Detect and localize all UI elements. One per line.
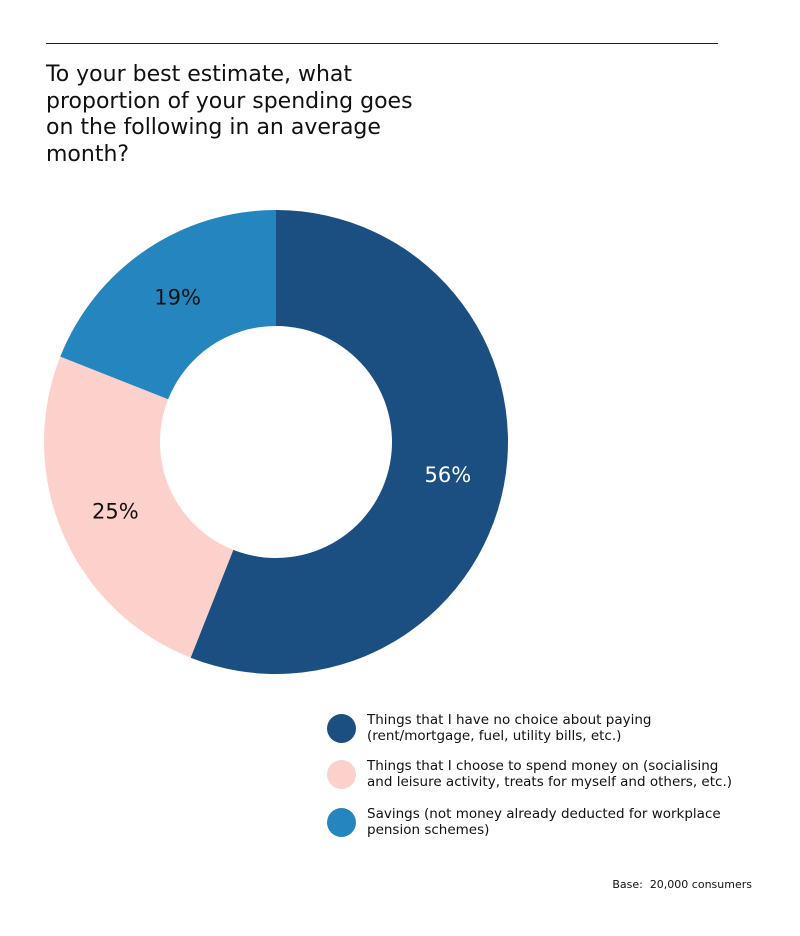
slice-label-discretionary: 25%: [92, 500, 139, 524]
legend-swatch-savings: [327, 808, 356, 837]
donut-slice-labels: 56% 25% 19%: [92, 285, 471, 523]
legend-swatch-essentials: [327, 714, 356, 743]
donut-slice-savings: [60, 209, 276, 400]
chart-title: To your best estimate, what proportion o…: [46, 62, 413, 167]
legend-label-discretionary: Things that I choose to spend money on (…: [367, 758, 733, 790]
legend-item-essentials: Things that I have no choice about payin…: [327, 712, 747, 744]
legend-label-savings: Savings (not money already deducted for …: [367, 806, 721, 838]
slice-label-essentials: 56%: [425, 463, 472, 487]
donut-slice-essentials: [190, 210, 509, 675]
top-rule: [46, 43, 718, 44]
slice-label-savings: 19%: [154, 285, 201, 309]
legend: Things that I have no choice about payin…: [327, 712, 747, 852]
legend-item-savings: Savings (not money already deducted for …: [327, 806, 747, 838]
donut-slice-discretionary: [44, 356, 234, 658]
donut-slices: [44, 209, 509, 675]
legend-label-essentials: Things that I have no choice about payin…: [367, 712, 652, 744]
legend-swatch-discretionary: [327, 760, 356, 789]
base-note: Base: 20,000 consumers: [612, 878, 752, 891]
legend-item-discretionary: Things that I choose to spend money on (…: [327, 758, 747, 790]
